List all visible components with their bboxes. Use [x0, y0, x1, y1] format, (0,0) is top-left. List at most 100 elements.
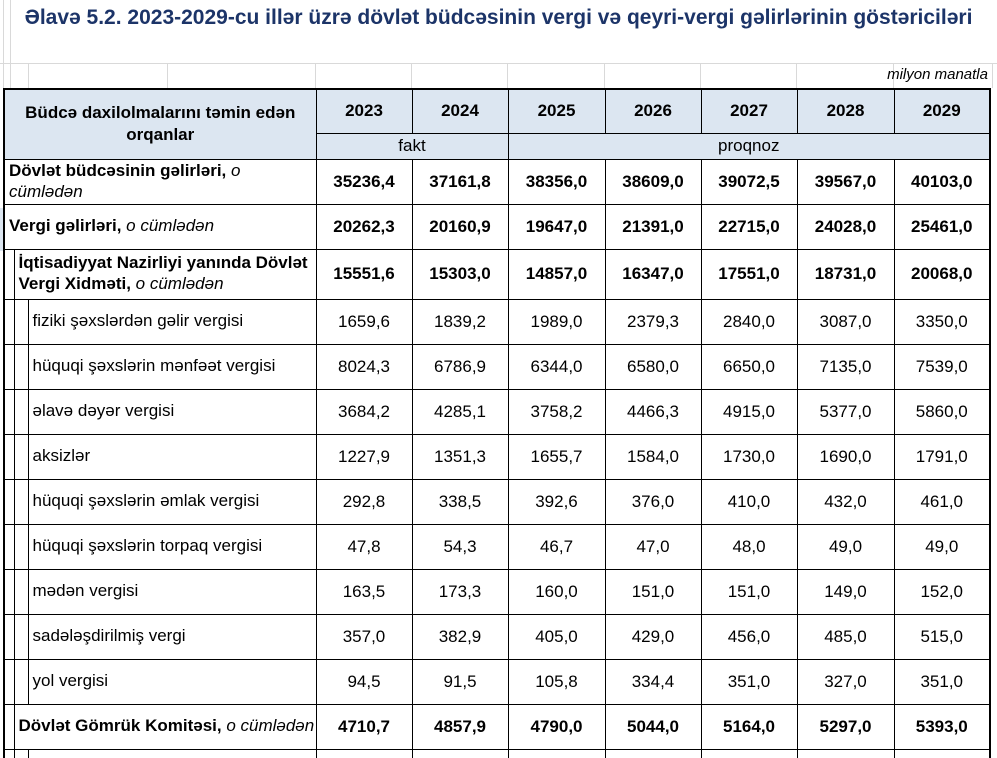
value-cell: 7135,0	[796, 343, 895, 390]
value-cell: 4710,7	[315, 703, 413, 750]
value-cell: 6650,0	[700, 343, 798, 390]
row-label: aksizlər	[27, 433, 317, 480]
value-cell: 1730,0	[700, 433, 798, 480]
value-cell: 1351,3	[411, 433, 509, 480]
value-cell: 485,0	[796, 613, 895, 660]
indent-cell	[13, 568, 29, 615]
header-year-row: Büdcə daxilolmalarını təmin edən orqanla…	[3, 88, 991, 160]
value-cell: 456,0	[700, 613, 798, 660]
gridline	[700, 63, 701, 88]
value-cell: 94,5	[315, 658, 413, 705]
value-cell	[411, 748, 509, 758]
row-marker	[0, 208, 4, 251]
value-cell: 357,0	[315, 613, 413, 660]
value-cell	[507, 748, 606, 758]
value-cell: 54,3	[411, 523, 509, 570]
indent-cell	[3, 343, 15, 390]
value-cell: 334,4	[604, 658, 702, 705]
value-cell: 376,0	[604, 478, 702, 525]
indent-cell	[13, 613, 29, 660]
indent-cell	[3, 433, 15, 480]
value-cell: 39567,0	[796, 158, 895, 205]
value-cell: 173,3	[411, 568, 509, 615]
value-cell: 17551,0	[700, 248, 798, 300]
value-cell: 392,6	[507, 478, 606, 525]
value-cell: 20160,9	[411, 203, 509, 250]
value-cell: 4915,0	[700, 388, 798, 435]
indent-cell	[3, 298, 15, 345]
value-cell: 25461,0	[893, 203, 991, 250]
indent-cell	[3, 658, 15, 705]
value-cell: 338,5	[411, 478, 509, 525]
indent-cell	[13, 523, 29, 570]
value-cell: 3350,0	[893, 298, 991, 345]
value-cell: 3684,2	[315, 388, 413, 435]
indent-cell	[13, 343, 29, 390]
gridline	[167, 63, 168, 88]
row-label: İqtisadiyyat Nazirliyi yanında Dövlət Ve…	[13, 248, 317, 300]
value-cell: 22715,0	[700, 203, 798, 250]
page-title: Əlavə 5.2. 2023-2029-cu illər üzrə dövlə…	[24, 6, 973, 29]
indent-cell	[3, 568, 15, 615]
table-row: Vergi gəlirləri, o cümlədən 20262,3 20160,…	[3, 203, 991, 250]
gridline	[507, 63, 508, 88]
row-label: sadələşdirilmiş vergi	[27, 613, 317, 660]
value-cell: 2840,0	[700, 298, 798, 345]
value-cell: 382,9	[411, 613, 509, 660]
table-row: İqtisadiyyat Nazirliyi yanında Dövlət Ve…	[3, 248, 991, 300]
indent-cell	[13, 658, 29, 705]
year-header: 2028	[796, 88, 895, 134]
value-cell: 24028,0	[796, 203, 895, 250]
unit-note: milyon manatla	[887, 66, 988, 83]
gridline	[0, 63, 997, 64]
value-cell: 351,0	[700, 658, 798, 705]
value-cell	[893, 748, 991, 758]
indent-cell	[3, 478, 15, 525]
indent-cell	[13, 748, 29, 758]
indent-cell	[3, 613, 15, 660]
value-cell: 461,0	[893, 478, 991, 525]
table-row: aksizlər 1227,9 1351,3 1655,7 1584,0 1730,0 16…	[3, 433, 991, 480]
table-row: Dövlət Gömrük Komitəsi, o cümlədən 4710,7…	[3, 703, 991, 750]
value-cell: 2379,3	[604, 298, 702, 345]
value-cell: 429,0	[604, 613, 702, 660]
value-cell: 5044,0	[604, 703, 702, 750]
value-cell: 6344,0	[507, 343, 606, 390]
value-cell: 327,0	[796, 658, 895, 705]
indent-cell	[3, 248, 15, 300]
value-cell: 292,8	[315, 478, 413, 525]
value-cell: 4285,1	[411, 388, 509, 435]
value-cell: 7539,0	[893, 343, 991, 390]
budget-table: Büdcə daxilolmalarını təmin edən orqanla…	[3, 88, 991, 758]
indent-cell	[13, 298, 29, 345]
value-cell: 49,0	[893, 523, 991, 570]
value-cell: 19647,0	[507, 203, 606, 250]
table-row: yol vergisi 94,5 91,5 105,8 334,4 351,0 327,0 3…	[3, 658, 991, 705]
value-cell: 1839,2	[411, 298, 509, 345]
value-cell: 1791,0	[893, 433, 991, 480]
row-label: Dövlət büdcəsinin gəlirləri, o cümlədən	[3, 158, 317, 205]
value-cell: 5860,0	[893, 388, 991, 435]
gridline	[796, 63, 797, 88]
value-cell: 18731,0	[796, 248, 895, 300]
value-cell: 14857,0	[507, 248, 606, 300]
value-cell	[604, 748, 702, 758]
value-cell: 46,7	[507, 523, 606, 570]
value-cell: 38356,0	[507, 158, 606, 205]
value-cell: 4857,9	[411, 703, 509, 750]
table-row: sadələşdirilmiş vergi 357,0 382,9 405,0 429,…	[3, 613, 991, 660]
indent-cell	[3, 388, 15, 435]
year-header: 2029	[893, 88, 991, 134]
table-row: hüquqi şəxslərin əmlak vergisi 292,8 338,5…	[3, 478, 991, 525]
table-row: Dövlət büdcəsinin gəlirləri, o cümlədən 3…	[3, 158, 991, 205]
value-cell: 1989,0	[507, 298, 606, 345]
value-cell	[796, 748, 895, 758]
row-label	[27, 748, 317, 758]
value-cell: 6580,0	[604, 343, 702, 390]
gridline	[411, 63, 412, 88]
value-cell: 1659,6	[315, 298, 413, 345]
row-label: Dövlət Gömrük Komitəsi, o cümlədən	[13, 703, 317, 750]
value-cell: 8024,3	[315, 343, 413, 390]
gridline	[10, 0, 11, 88]
value-cell	[315, 748, 413, 758]
